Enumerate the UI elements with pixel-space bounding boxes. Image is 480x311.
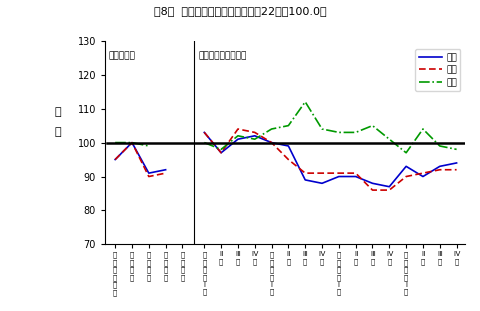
Text: （季節調整済指数）: （季節調整済指数）: [199, 51, 247, 60]
Text: 数: 数: [55, 128, 61, 137]
Text: 第8図  化学工業指数の推移（平成22年＝100.0）: 第8図 化学工業指数の推移（平成22年＝100.0）: [154, 6, 326, 16]
Text: 指: 指: [55, 107, 61, 117]
Text: （原指数）: （原指数）: [108, 51, 135, 60]
Legend: 生産, 出荷, 在庫: 生産, 出荷, 在庫: [415, 49, 460, 91]
